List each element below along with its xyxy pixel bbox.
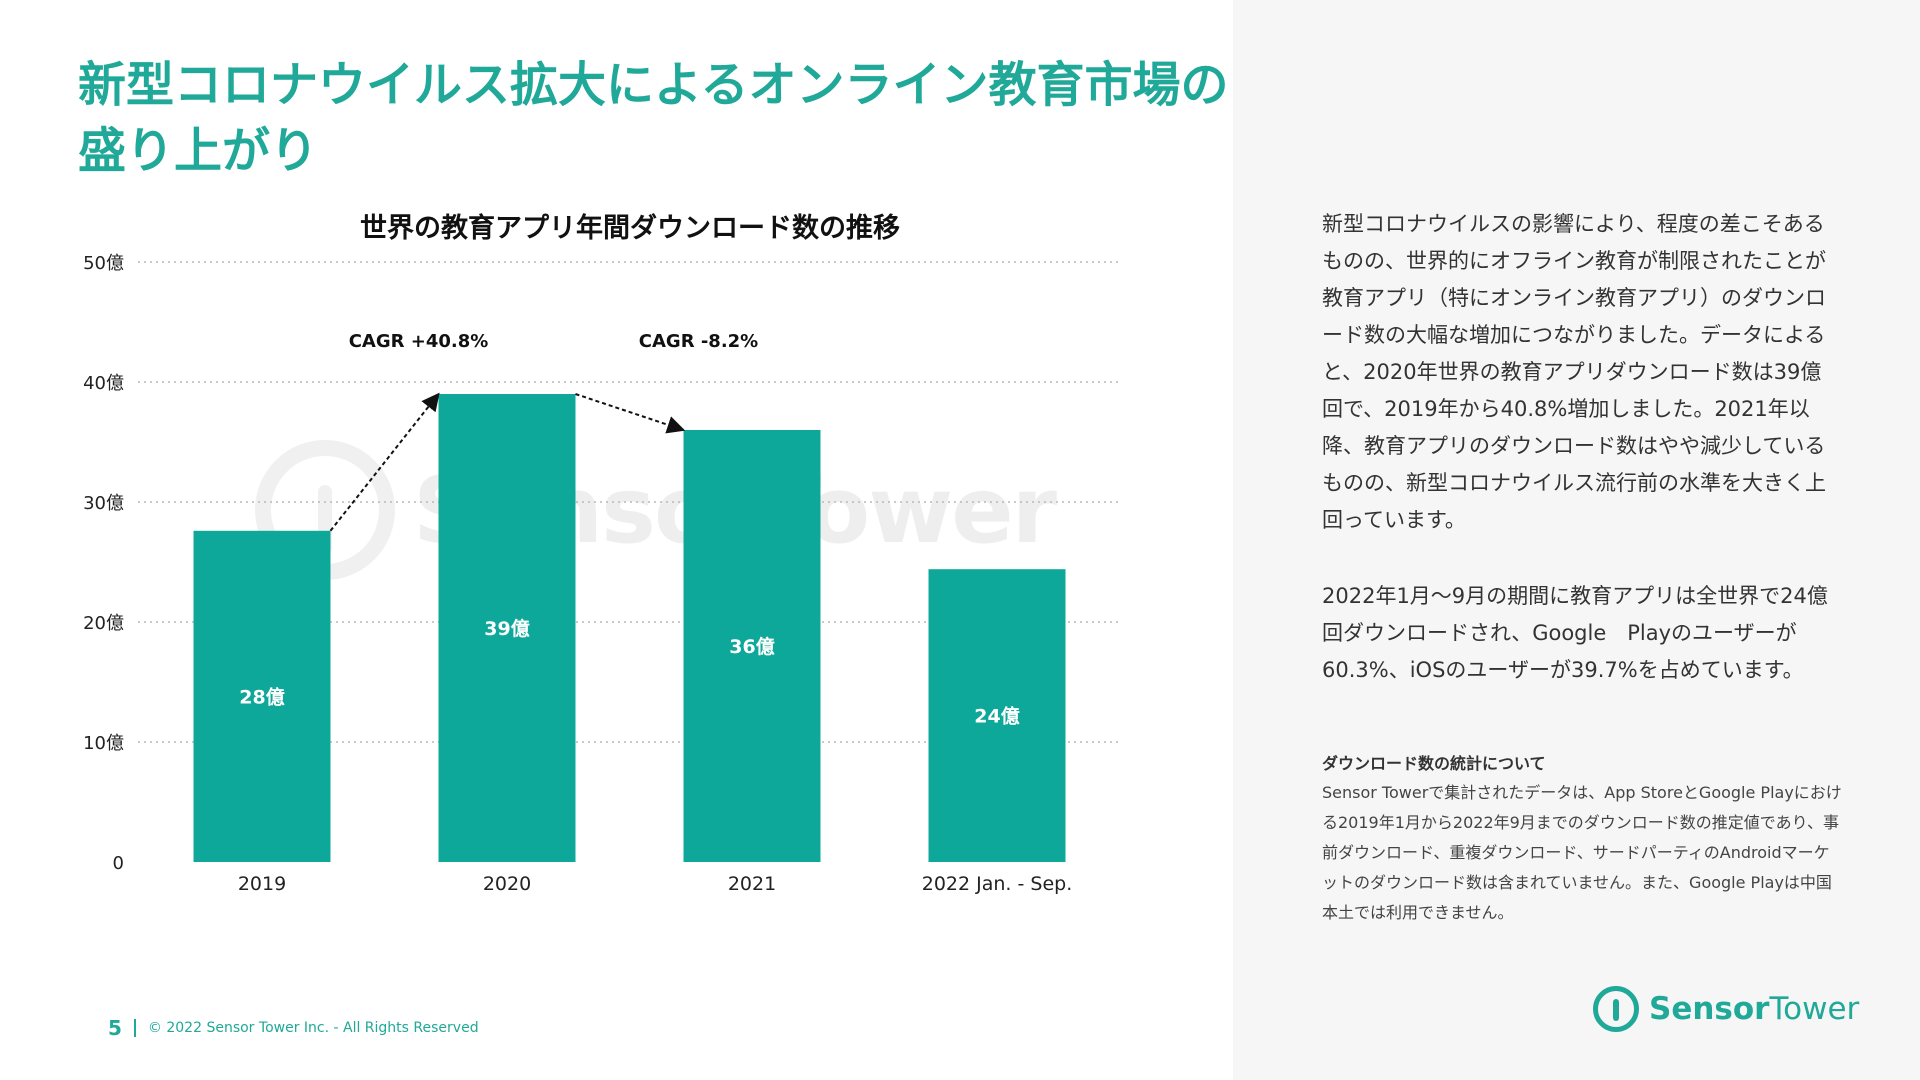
brand-name-rest: Tower bbox=[1769, 991, 1860, 1027]
brand-name-bold: Sensor bbox=[1649, 991, 1770, 1027]
x-tick-label: 2021 bbox=[728, 873, 776, 895]
brand-name: SensorTower bbox=[1649, 991, 1859, 1027]
bar bbox=[928, 569, 1066, 862]
page-title-line-1: 新型コロナウイルス拡大によるオンライン教育市場の bbox=[78, 57, 1229, 113]
cagr-arrow bbox=[575, 393, 686, 434]
bar-data-label: 28億 bbox=[239, 685, 284, 708]
cagr-label: CAGR -8.2% bbox=[639, 331, 758, 352]
description-paragraph-2: 2022年1月～9月の期間に教育アプリは全世界で24億回ダウンロードされ、Goo… bbox=[1322, 584, 1828, 682]
sensor-tower-logo-icon bbox=[1593, 986, 1639, 1032]
bar-data-label: 24億 bbox=[974, 705, 1019, 728]
annotation-layer: CAGR +40.8% CAGR -8.2% bbox=[329, 331, 758, 532]
copyright-text: © 2022 Sensor Tower Inc. - All Rights Re… bbox=[147, 1020, 479, 1036]
y-tick-label: 20億 bbox=[83, 613, 124, 634]
chart-title: 世界の教育アプリ年間ダウンロード数の推移 bbox=[360, 213, 900, 244]
cagr-arrow bbox=[329, 392, 440, 532]
y-tick-label: 30億 bbox=[83, 493, 124, 514]
footer-divider bbox=[133, 1019, 136, 1037]
x-tick-label: 2019 bbox=[238, 873, 286, 895]
cagr-label: CAGR +40.8% bbox=[349, 331, 489, 352]
note-title: ダウンロード数の統計について bbox=[1322, 754, 1546, 773]
note-body: Sensor Towerで集計されたデータは、App StoreとGoogle … bbox=[1322, 783, 1842, 922]
right-pane bbox=[1233, 0, 1920, 1080]
y-tick-label: 10億 bbox=[83, 733, 124, 754]
bar bbox=[683, 430, 821, 862]
bar-data-label: 39億 bbox=[484, 617, 529, 640]
page-title-line-2: 盛り上がり bbox=[78, 123, 319, 179]
y-tick-label: 50億 bbox=[83, 253, 124, 274]
y-tick-label: 40億 bbox=[83, 373, 124, 394]
x-tick-label: 2022 Jan. - Sep. bbox=[922, 873, 1073, 895]
bar bbox=[438, 394, 576, 862]
footer: 5 © 2022 Sensor Tower Inc. - All Rights … bbox=[108, 1016, 479, 1040]
description-paragraph-1: 新型コロナウイルスの影響により、程度の差こそあるものの、世界的にオフライン教育が… bbox=[1322, 212, 1826, 532]
page-number: 5 bbox=[108, 1016, 122, 1040]
x-tick-label: 2020 bbox=[483, 873, 531, 895]
y-tick-label: 0 bbox=[113, 853, 124, 874]
bar-chart: 0 10億 20億 30億 40億 50億 28億 2019 39億 2020 36億 2021 24… bbox=[83, 253, 1120, 895]
page-title: 新型コロナウイルス拡大によるオンライン教育市場の 盛り上がり bbox=[78, 52, 1229, 184]
bars-layer: 28億 2019 39億 2020 36億 2021 24億 2022 Jan. - Sep. bbox=[193, 394, 1073, 895]
bar bbox=[193, 530, 331, 862]
bar-data-label: 36億 bbox=[729, 635, 774, 658]
brand-logo: SensorTower bbox=[1593, 986, 1859, 1032]
